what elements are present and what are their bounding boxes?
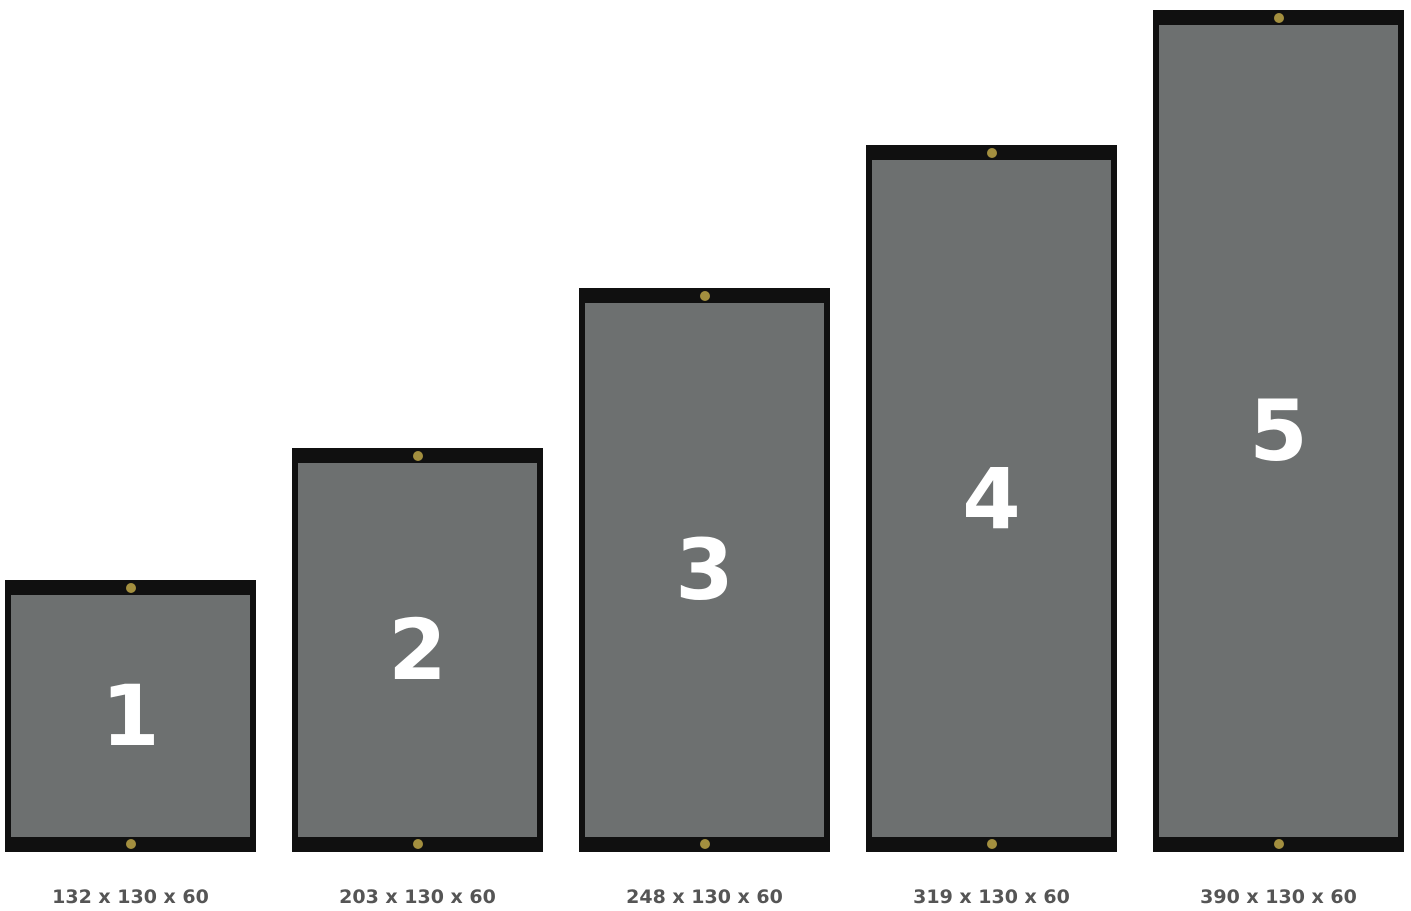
panel-number: 3 — [675, 521, 734, 619]
grommet-bottom-icon — [699, 839, 710, 849]
grommet-top-icon — [1273, 13, 1284, 23]
grommet-bottom-icon — [1273, 839, 1284, 849]
grommet-top-icon — [125, 583, 136, 593]
grommet-bottom-icon — [986, 839, 997, 849]
grommet-bottom-icon — [125, 839, 136, 849]
panel-number: 5 — [1249, 382, 1308, 480]
panel-face: 4 — [872, 160, 1111, 837]
panel-dimensions-label: 319 x 130 x 60 — [913, 886, 1070, 908]
panel-face: 3 — [585, 303, 824, 837]
grommet-top-icon — [412, 451, 423, 461]
panel-face: 5 — [1159, 25, 1398, 837]
panel-4: 4 — [866, 145, 1117, 852]
panel-number: 4 — [962, 449, 1021, 548]
panel-dimensions-label: 390 x 130 x 60 — [1200, 886, 1357, 908]
grommet-bottom-icon — [412, 839, 423, 849]
panel-1: 1 — [5, 580, 256, 852]
panel-2: 2 — [292, 448, 543, 852]
panel-number: 2 — [388, 601, 447, 699]
panel-dimensions-label: 203 x 130 x 60 — [339, 886, 496, 908]
panel-face: 1 — [11, 595, 250, 837]
panel-face: 2 — [298, 463, 537, 837]
panel-5: 5 — [1153, 10, 1404, 852]
panel-3: 3 — [579, 288, 830, 852]
grommet-top-icon — [986, 148, 997, 158]
panel-number: 1 — [101, 667, 160, 765]
panel-dimensions-label: 132 x 130 x 60 — [52, 886, 209, 908]
grommet-top-icon — [699, 291, 710, 301]
panel-dimensions-label: 248 x 130 x 60 — [626, 886, 783, 908]
